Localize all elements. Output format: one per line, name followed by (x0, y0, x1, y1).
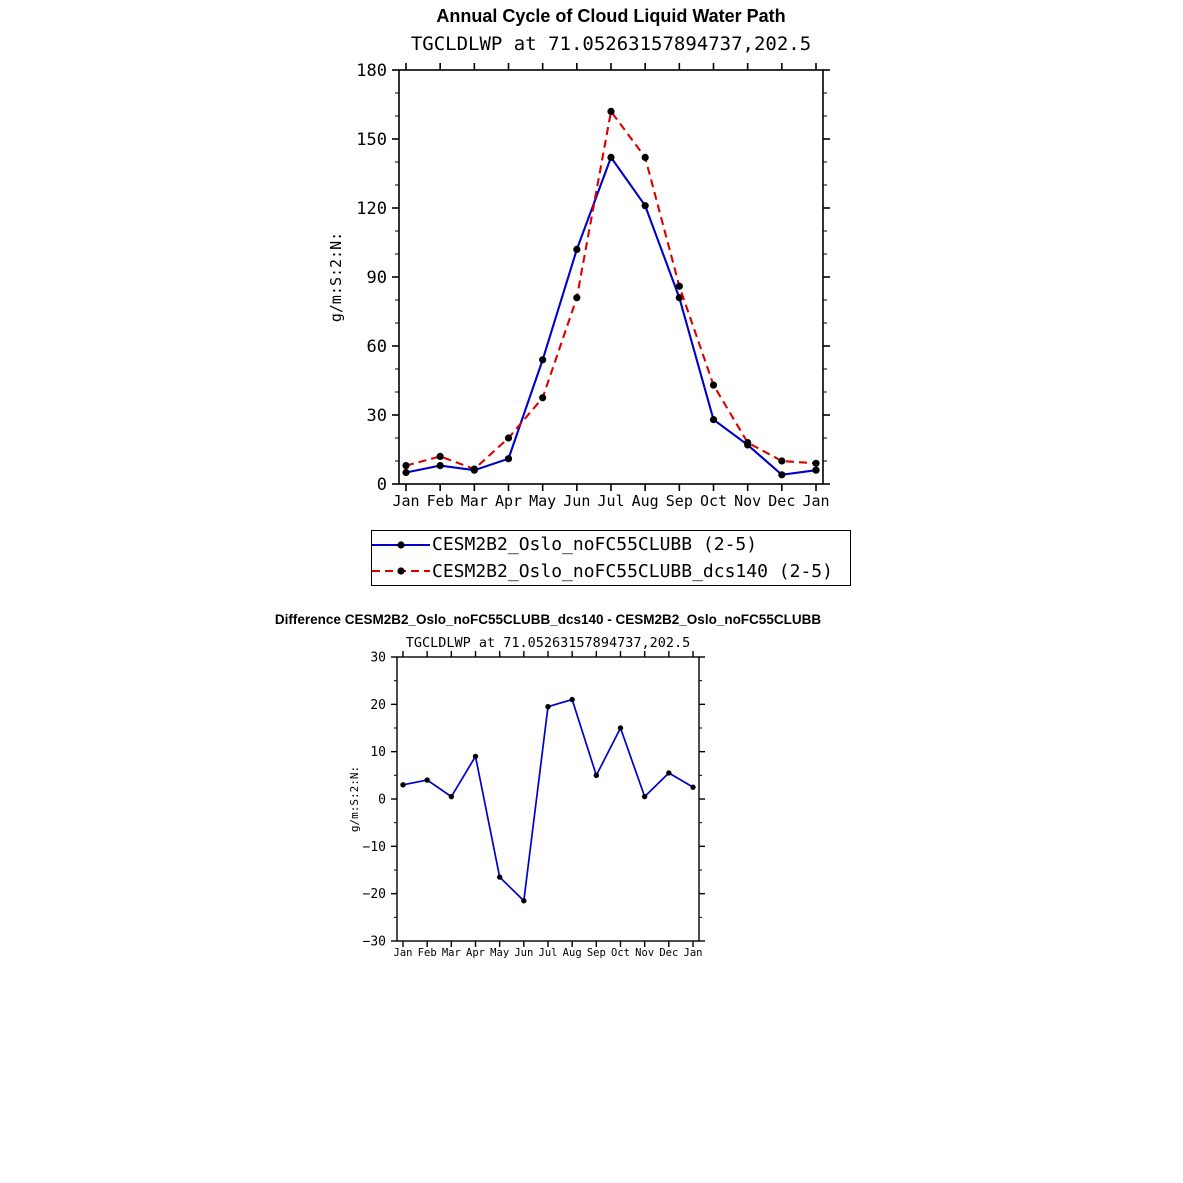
svg-text:−30: −30 (363, 935, 386, 950)
svg-text:g/m:S:2:N:: g/m:S:2:N: (348, 766, 361, 832)
svg-text:Dec: Dec (659, 947, 678, 959)
svg-text:g/m:S:2:N:: g/m:S:2:N: (327, 232, 345, 322)
svg-text:Nov: Nov (635, 947, 654, 959)
svg-text:90: 90 (367, 268, 387, 288)
svg-text:Oct: Oct (700, 492, 727, 510)
legend-label: CESM2B2_Oslo_noFC55CLUBB_dcs140 (2-5) (432, 560, 833, 582)
difference-chart-title: Difference CESM2B2_Oslo_noFC55CLUBB_dcs1… (274, 612, 822, 627)
svg-text:30: 30 (367, 406, 387, 426)
svg-text:Jul: Jul (539, 947, 558, 959)
top-chart-title: Annual Cycle of Cloud Liquid Water Path (436, 6, 786, 26)
svg-text:Jan: Jan (802, 492, 829, 510)
svg-text:Feb: Feb (427, 492, 454, 510)
svg-text:Sep: Sep (587, 947, 606, 959)
svg-text:Apr: Apr (495, 492, 522, 510)
svg-text:10: 10 (370, 745, 386, 760)
svg-text:Jul: Jul (597, 492, 624, 510)
svg-text:−10: −10 (363, 840, 386, 855)
svg-text:Aug: Aug (563, 947, 582, 959)
svg-text:30: 30 (370, 651, 386, 666)
svg-text:Oct: Oct (611, 947, 630, 959)
top-chart-subtitle: TGCLDLWP at 71.05263157894737,202.5 (410, 33, 812, 55)
svg-text:180: 180 (356, 61, 387, 81)
svg-text:May: May (490, 947, 509, 959)
legend-box: CESM2B2_Oslo_noFC55CLUBB (2-5) CESM2B2_O… (371, 530, 851, 586)
svg-text:0: 0 (377, 475, 387, 495)
svg-text:120: 120 (356, 199, 387, 219)
svg-text:Jan: Jan (392, 492, 419, 510)
svg-text:150: 150 (356, 130, 387, 150)
svg-text:Jan: Jan (394, 947, 413, 959)
svg-text:Sep: Sep (666, 492, 693, 510)
svg-text:0: 0 (378, 793, 386, 808)
solid-line-sample-icon (372, 541, 430, 549)
svg-text:Feb: Feb (418, 947, 437, 959)
svg-text:Mar: Mar (442, 947, 461, 959)
svg-text:20: 20 (370, 698, 386, 713)
svg-text:Mar: Mar (461, 492, 488, 510)
svg-text:−20: −20 (363, 887, 386, 902)
svg-text:Apr: Apr (466, 947, 485, 959)
svg-text:Nov: Nov (734, 492, 761, 510)
svg-text:May: May (529, 492, 556, 510)
svg-text:Dec: Dec (768, 492, 795, 510)
legend-item-cesm2b2-oslo-nofc55clubb: CESM2B2_Oslo_noFC55CLUBB (2-5) (372, 532, 850, 558)
svg-text:Jun: Jun (514, 947, 533, 959)
legend-item-cesm2b2-oslo-nofc55clubb-dcs140: CESM2B2_Oslo_noFC55CLUBB_dcs140 (2-5) (372, 558, 850, 584)
svg-text:Jun: Jun (563, 492, 590, 510)
difference-chart-subtitle: TGCLDLWP at 71.05263157894737,202.5 (405, 635, 691, 651)
svg-text:Jan: Jan (684, 947, 703, 959)
svg-text:60: 60 (367, 337, 387, 357)
legend-label: CESM2B2_Oslo_noFC55CLUBB (2-5) (432, 534, 758, 556)
svg-text:Aug: Aug (632, 492, 659, 510)
dashed-line-sample-icon (372, 567, 430, 575)
